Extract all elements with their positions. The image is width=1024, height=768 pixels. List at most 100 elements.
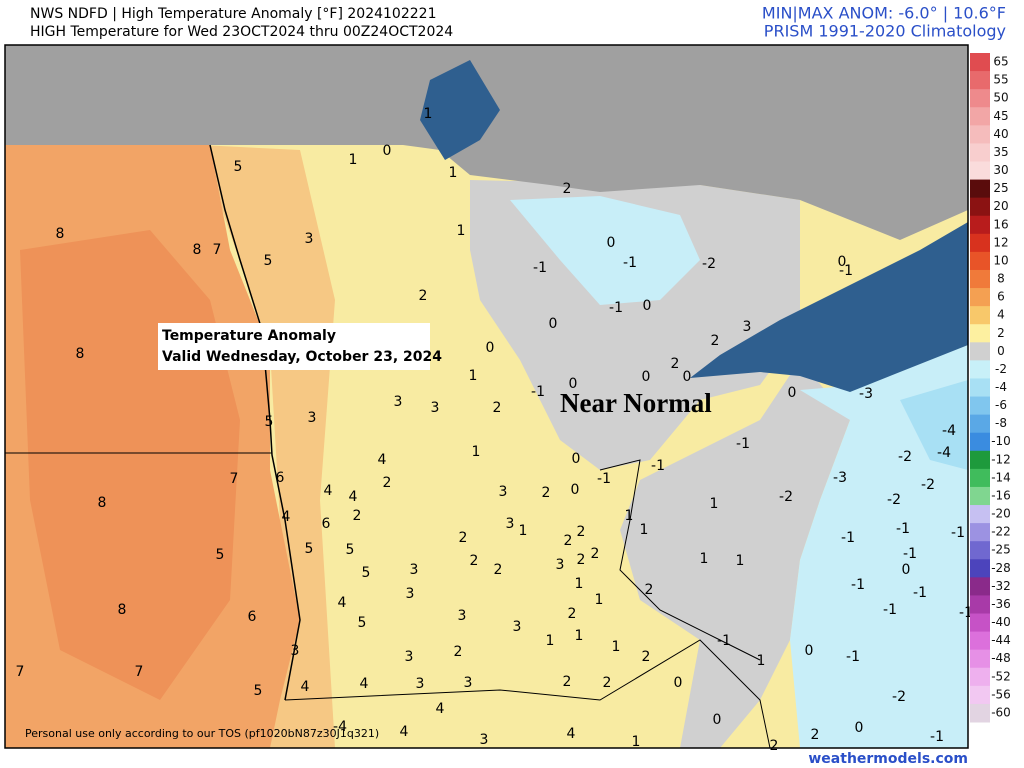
value-label: 6 [322, 516, 331, 532]
legend-label: -12 [991, 452, 1011, 466]
value-label: 6 [276, 470, 285, 486]
legend-label: 25 [993, 181, 1008, 195]
value-label: 5 [234, 159, 243, 175]
legend-label: 2 [997, 326, 1005, 340]
legend-swatch [970, 649, 990, 669]
value-label: -2 [702, 256, 716, 272]
value-label: 2 [564, 533, 573, 549]
region-near-normal-south [620, 360, 850, 748]
value-label: 1 [700, 551, 709, 567]
legend-label: -22 [991, 525, 1011, 539]
lake-superior [690, 222, 968, 392]
value-label: 1 [349, 152, 358, 168]
legend-swatch [970, 143, 990, 162]
value-label: -1 [609, 300, 623, 316]
value-label: -2 [887, 492, 901, 508]
region-cooler [900, 380, 968, 470]
legend-swatch [970, 414, 990, 434]
value-label: 4 [324, 483, 333, 499]
value-label: 3 [416, 676, 425, 692]
value-label: -1 [597, 471, 611, 487]
value-label: -1 [651, 458, 665, 474]
value-label: 4 [567, 726, 576, 742]
legend-label: -28 [991, 561, 1011, 575]
value-label: -1 [883, 602, 897, 618]
value-label: 2 [770, 738, 779, 754]
value-label: -2 [898, 449, 912, 465]
value-label: 4 [338, 595, 347, 611]
legend-swatch [970, 559, 990, 578]
legend-label: -8 [995, 416, 1007, 430]
header-stats: MIN|MAX ANOM: -6.0° | 10.6°F [762, 4, 1006, 23]
legend-swatch [970, 577, 990, 596]
value-label: 3 [308, 410, 317, 426]
value-label: -1 [903, 546, 917, 562]
value-label: 2 [642, 649, 651, 665]
legend: 65555045403530252016121086420-2-4-6-8-10… [970, 53, 1011, 723]
legend-swatch [970, 215, 990, 235]
value-label: -1 [913, 585, 927, 601]
value-label: 0 [607, 235, 616, 251]
legend-label: -44 [991, 633, 1011, 647]
value-label: 4 [301, 679, 310, 695]
value-label: 3 [410, 562, 419, 578]
legend-label: -16 [991, 488, 1011, 502]
value-label: -1 [533, 260, 547, 276]
value-label: 8 [98, 495, 107, 511]
value-label: 8 [56, 226, 65, 242]
value-label: 2 [353, 508, 362, 524]
value-label: 3 [556, 557, 565, 573]
value-label: -1 [717, 633, 731, 649]
value-label: 1 [625, 508, 634, 524]
legend-label: -20 [991, 507, 1011, 521]
value-label: 2 [470, 553, 479, 569]
region-warm-transition [200, 145, 335, 748]
legend-label: 16 [993, 217, 1008, 231]
legend-swatch [970, 360, 990, 379]
value-label: -1 [531, 384, 545, 400]
value-label: 2 [454, 644, 463, 660]
value-label: -1 [736, 436, 750, 452]
legend-swatch [970, 89, 990, 108]
value-label: 2 [577, 552, 586, 568]
value-label: 5 [216, 547, 225, 563]
value-label: 2 [459, 530, 468, 546]
value-label: 3 [291, 643, 300, 659]
value-label: 0 [486, 340, 495, 356]
value-label: 0 [383, 143, 392, 159]
legend-swatch [970, 288, 990, 307]
value-label: 2 [419, 288, 428, 304]
value-label: 1 [546, 633, 555, 649]
legend-label: -2 [995, 362, 1007, 376]
legend-swatch [970, 251, 990, 271]
value-label: 7 [135, 664, 144, 680]
value-label: 3 [464, 675, 473, 691]
value-label: 2 [591, 546, 600, 562]
value-label: 4 [282, 509, 291, 525]
legend-label: -40 [991, 615, 1011, 629]
value-label: 0 [838, 254, 847, 270]
value-label: 2 [603, 675, 612, 691]
legend-label: -48 [991, 651, 1011, 665]
value-label: 3 [458, 608, 467, 624]
legend-swatch [970, 269, 990, 289]
annotation-line: Temperature Anomaly [162, 328, 336, 344]
legend-swatch [970, 703, 990, 723]
value-label: 0 [855, 720, 864, 736]
legend-swatch [970, 432, 990, 452]
value-label: 0 [642, 369, 651, 385]
value-label: 4 [436, 701, 445, 717]
value-label: 2 [577, 524, 586, 540]
value-label: 0 [683, 369, 692, 385]
legend-label: 40 [993, 127, 1008, 141]
value-label: 0 [788, 385, 797, 401]
legend-swatch [970, 595, 990, 615]
value-label: 1 [710, 496, 719, 512]
value-label: 4 [400, 724, 409, 740]
legend-label: -10 [991, 434, 1011, 448]
value-label: 7 [16, 664, 25, 680]
value-label: -2 [892, 689, 906, 705]
value-label: 4 [378, 452, 387, 468]
value-label: -1 [623, 255, 637, 271]
value-label: 2 [493, 400, 502, 416]
